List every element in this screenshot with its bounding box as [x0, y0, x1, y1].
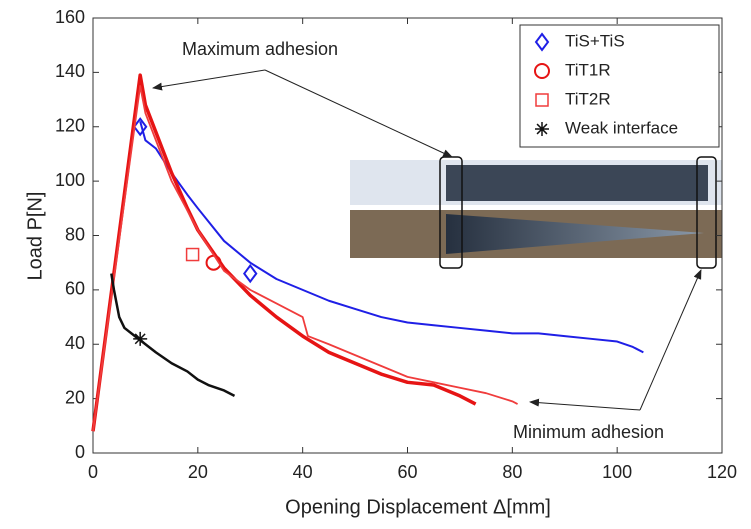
series-line: [139, 121, 644, 354]
x-tick-label: 120: [707, 462, 737, 482]
legend: TiS+TiS TiT1R TiT2R Weak interface: [519, 24, 720, 148]
series-line: [110, 273, 236, 398]
marker: [133, 331, 148, 346]
x-tick-label: 20: [188, 462, 208, 482]
marker: [534, 32, 550, 52]
annotation-arrows: [152, 69, 702, 411]
marker: [535, 122, 549, 136]
series-line: [92, 85, 518, 432]
marker: [132, 117, 148, 137]
marker: [535, 93, 549, 107]
y-tick-label: 20: [65, 387, 85, 407]
y-tick-label: 0: [75, 442, 85, 462]
legend-label: TiT2R: [565, 89, 611, 108]
y-tick-label: 40: [65, 333, 85, 353]
x-tick-label: 80: [502, 462, 522, 482]
marker: [243, 263, 258, 284]
y-tick-label: 100: [55, 170, 85, 190]
legend-label: Weak interface: [565, 118, 678, 137]
x-tick-label: 0: [88, 462, 98, 482]
legend-label: TiT1R: [565, 60, 611, 79]
annotation: Maximum adhesion: [182, 39, 338, 59]
y-tick-label: 80: [65, 224, 85, 244]
x-tick-label: 100: [602, 462, 632, 482]
marker: [534, 63, 550, 79]
x-tick-label: 40: [293, 462, 313, 482]
y-tick-label: 140: [55, 61, 85, 81]
legend-label: TiS+TiS: [565, 31, 625, 50]
y-tick-label: 120: [55, 116, 85, 136]
y-tick-label: 160: [55, 7, 85, 27]
x-axis-label: Opening Displacement Δ[mm]: [285, 496, 551, 518]
annotation: Minimum adhesion: [513, 422, 664, 442]
y-tick-label: 60: [65, 279, 85, 299]
x-tick-label: 60: [397, 462, 417, 482]
marker: [185, 247, 200, 262]
legend-box: [519, 24, 720, 148]
inset-photo: [350, 156, 722, 269]
y-axis-label: Load P[N]: [24, 192, 46, 281]
series-line: [91, 73, 477, 432]
